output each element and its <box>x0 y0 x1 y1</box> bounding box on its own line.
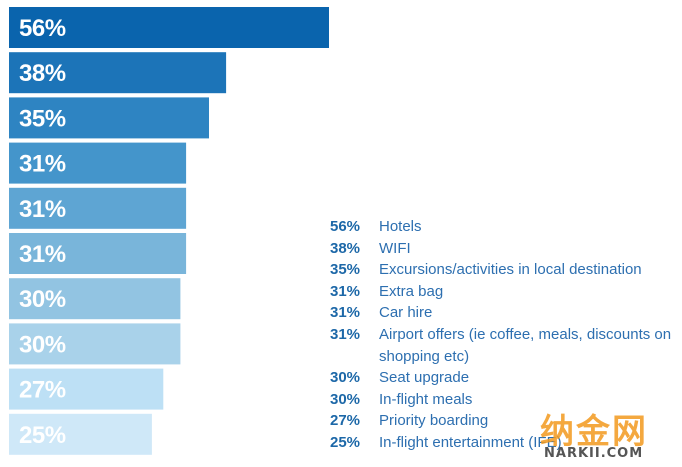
bar-value-label: 31% <box>19 241 66 268</box>
legend-row-airport-offers: 31% Airport offers (ie coffee, meals, di… <box>330 324 675 367</box>
watermark-site: NARKII.COM <box>544 446 644 461</box>
legend-row-inflight-meals: 30% In-flight meals <box>330 389 675 411</box>
bar-value-label: 31% <box>19 196 66 223</box>
bar-3 <box>9 97 209 139</box>
bar-value-label: 25% <box>19 422 66 449</box>
legend-row-wifi: 38% WIFI <box>330 238 675 260</box>
legend-pct: 30% <box>330 369 361 387</box>
legend-row-priority-boarding: 27% Priority boarding <box>330 410 675 432</box>
legend-pct: 25% <box>330 433 361 451</box>
legend-pct: 31% <box>330 325 361 343</box>
bar-8 <box>9 323 181 365</box>
bar-value-label: 31% <box>19 151 66 178</box>
legend-label: Extra bag <box>379 282 444 300</box>
legend-label: WIFI <box>379 239 411 257</box>
legend-row-inflight-entertainment: 25% In-flight entertainment (IFE) <box>330 432 675 454</box>
legend-label: Seat upgrade <box>379 369 470 387</box>
watermark-logo: 纳金网 NARKII.COM <box>540 404 680 464</box>
bar-10 <box>9 413 152 455</box>
legend-row-seat-upgrade: 30% Seat upgrade <box>330 367 675 389</box>
bar-2 <box>9 52 227 94</box>
bar-4 <box>9 142 187 184</box>
legend-pct: 31% <box>330 282 361 300</box>
legend-label: In-flight entertainment (IFE) <box>379 433 562 451</box>
bar-value-label: 27% <box>19 377 66 404</box>
legend-row-excursions: 35% Excursions/activities in local desti… <box>330 259 675 281</box>
legend-pct: 27% <box>330 412 361 430</box>
legend-pct: 31% <box>330 304 361 322</box>
bar-1 <box>9 7 329 48</box>
legend-label: Hotels <box>379 218 422 235</box>
bar-9 <box>9 368 164 410</box>
bar-5 <box>9 187 187 229</box>
bar-value-label: 30% <box>19 331 66 358</box>
legend-pct: 30% <box>330 390 361 408</box>
legend-label: Airport offers (ie coffee, meals, discou… <box>379 325 672 365</box>
bar-value-label: 35% <box>19 105 66 132</box>
watermark-chars: 纳金网 <box>540 412 648 452</box>
legend-row-extra-bag: 31% Extra bag <box>330 281 675 303</box>
chart-legend: 56% Hotels 38% WIFI 35% Excursions/activ… <box>330 216 675 454</box>
legend-label: Car hire <box>379 304 433 322</box>
bar-value-label: 30% <box>19 286 66 313</box>
legend-row-car-hire: 31% Car hire <box>330 302 675 324</box>
bar-7 <box>9 278 181 320</box>
bar-6 <box>9 233 187 274</box>
legend-pct: 38% <box>330 239 361 257</box>
legend-label: In-flight meals <box>379 390 473 408</box>
legend-pct: 56% <box>330 218 361 235</box>
legend-label: Excursions/activities in local destinati… <box>379 261 642 279</box>
bar-value-label: 38% <box>19 60 66 87</box>
bar-value-label: 56% <box>19 15 66 42</box>
legend-label: Priority boarding <box>379 412 489 430</box>
legend-row-hotels: 56% Hotels <box>330 216 675 238</box>
legend-pct: 35% <box>330 261 361 279</box>
